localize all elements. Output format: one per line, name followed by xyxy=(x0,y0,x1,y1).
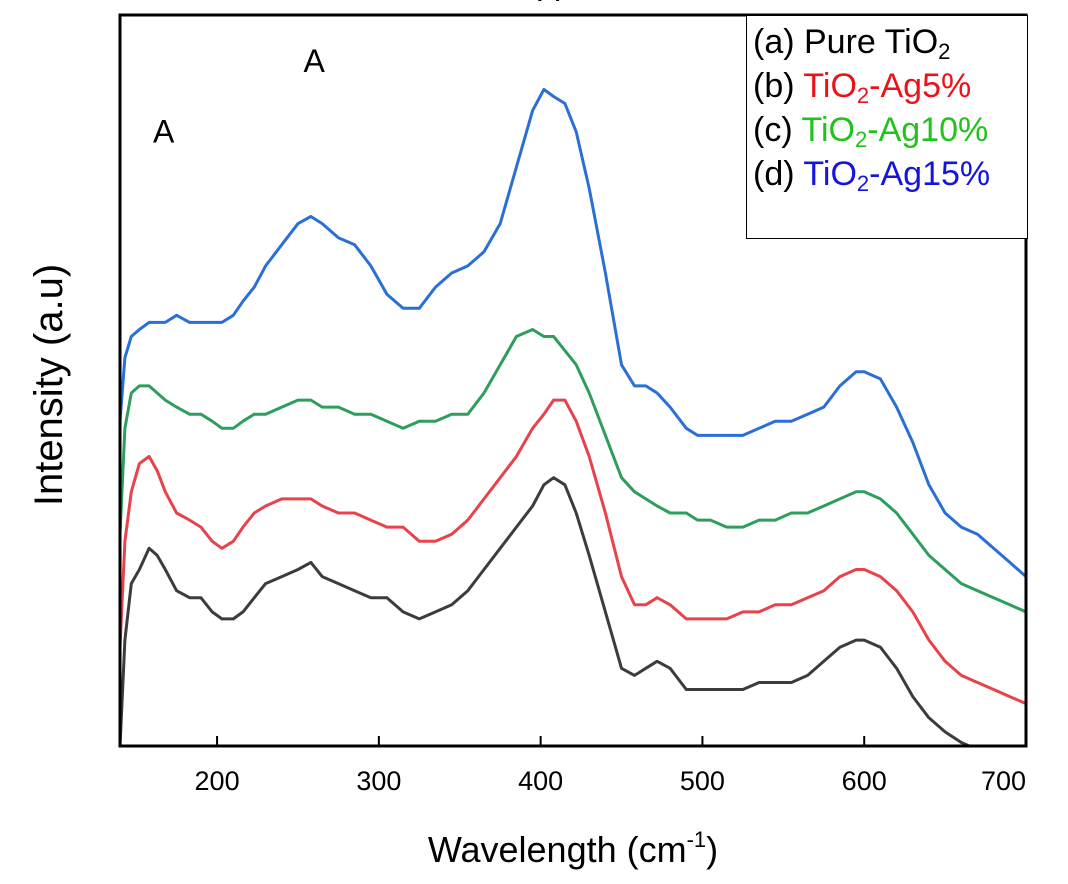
x-axis-label: Wavelength (cm-1) xyxy=(428,827,718,870)
x-tick-label: 600 xyxy=(842,766,887,796)
legend: (a) Pure TiO2 (b) TiO2-Ag5% (c) TiO2-Ag1… xyxy=(746,15,1028,239)
peak-annotation: A xyxy=(538,0,560,8)
series-line-b xyxy=(118,398,1027,705)
legend-entry-c: (c) TiO2-Ag10% xyxy=(753,108,1027,152)
plot-frame xyxy=(118,13,1028,748)
x-tick-label: 200 xyxy=(195,766,240,796)
peak-annotation: A xyxy=(153,113,175,149)
legend-label: TiO2-Ag5% xyxy=(803,67,972,108)
series-line-c xyxy=(118,328,1027,614)
x-tick-label: 700 xyxy=(981,766,1026,796)
x-tick-label: 400 xyxy=(518,766,563,796)
legend-prefix: (b) xyxy=(753,67,804,105)
x-tick-label: 300 xyxy=(356,766,401,796)
peak-annotation: A xyxy=(303,43,325,79)
legend-entry-d: (d) TiO2-Ag15% xyxy=(753,152,1027,196)
x-tick-label: 500 xyxy=(680,766,725,796)
series-layer xyxy=(118,87,1027,748)
legend-prefix: (c) xyxy=(753,111,802,149)
legend-prefix: (a) xyxy=(753,23,804,61)
legend-label: Pure TiO2 xyxy=(804,23,951,64)
legend-entry-b: (b) TiO2-Ag5% xyxy=(753,64,1027,108)
legend-prefix: (d) xyxy=(753,155,804,193)
series-line-a xyxy=(118,476,970,748)
x-axis-ticks: 200 300 400 500 600 700 xyxy=(195,736,1027,796)
legend-label: TiO2-Ag15% xyxy=(803,155,991,196)
legend-entry-a: (a) Pure TiO2 xyxy=(753,20,1027,64)
y-axis-label: Intensity (a.u) xyxy=(27,264,71,506)
legend-label: TiO2-Ag10% xyxy=(801,111,989,152)
series-line-d xyxy=(118,87,1027,578)
